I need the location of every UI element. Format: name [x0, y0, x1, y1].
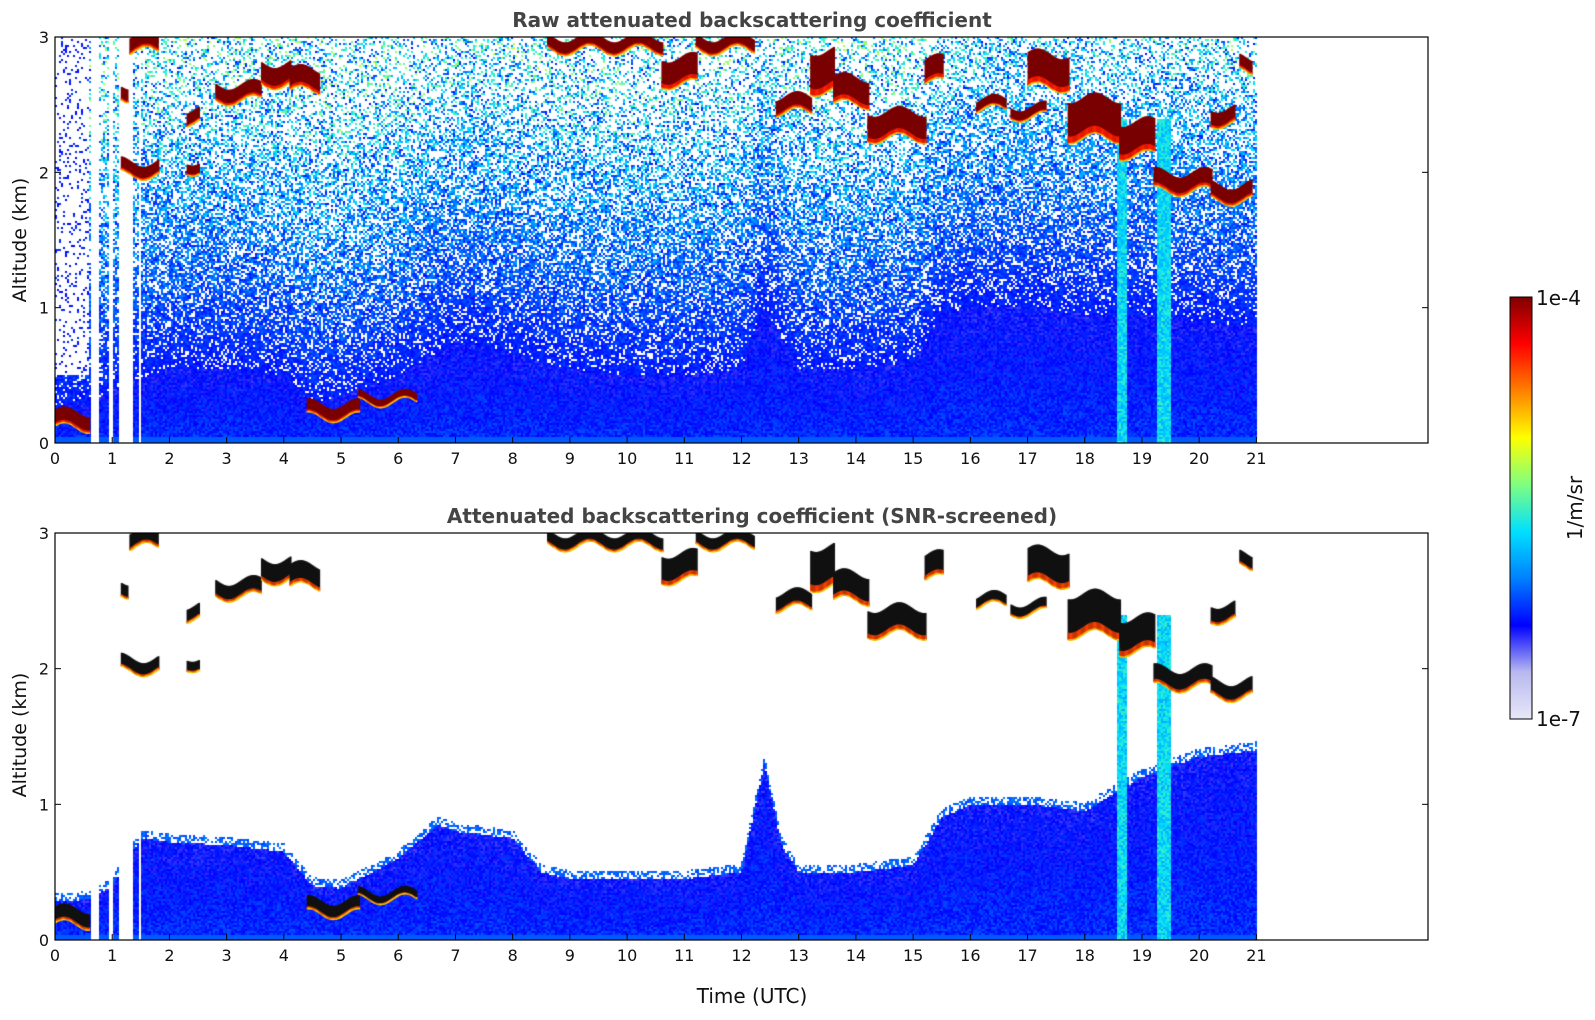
panel-2-x-tick-label: 0 — [50, 946, 60, 965]
panel-2-x-tick-label: 10 — [617, 946, 637, 965]
panel-2-x-tick-label: 17 — [1017, 946, 1037, 965]
panel-1-x-tick-label: 0 — [50, 449, 60, 468]
panel-2-title: Attenuated backscattering coefficient (S… — [447, 504, 1057, 528]
panel-1-x-tick-label: 2 — [164, 449, 174, 468]
panel-1-x-tick-label: 3 — [222, 449, 232, 468]
panel-1-x-tick-label: 7 — [450, 449, 460, 468]
panel-1-y-tick-label: 2 — [39, 163, 49, 182]
panel-2-x-tick-label: 18 — [1075, 946, 1095, 965]
panel-1-x-tick-label: 20 — [1189, 449, 1209, 468]
panel-2-x-tick-label: 15 — [903, 946, 923, 965]
panel-2-x-tick-label: 16 — [960, 946, 980, 965]
panel-2-x-tick-label: 4 — [279, 946, 289, 965]
panel-1-x-tick-label: 21 — [1246, 449, 1266, 468]
panel-2-x-tick-label: 12 — [731, 946, 751, 965]
panel-1-x-tick-label: 6 — [393, 449, 403, 468]
colorbar — [1509, 296, 1533, 720]
panel-2-x-tick-label: 3 — [222, 946, 232, 965]
panel-1-x-tick-label: 1 — [107, 449, 117, 468]
panel-2-x-tick-label: 1 — [107, 946, 117, 965]
x-axis-label: Time (UTC) — [696, 984, 808, 1008]
panel-1-x-tick-label: 15 — [903, 449, 923, 468]
panel-2-x-tick-label: 13 — [789, 946, 809, 965]
panel-1-x-tick-label: 9 — [565, 449, 575, 468]
panel-1-y-tick-label: 1 — [39, 299, 49, 318]
panel-2-x-tick-label: 8 — [508, 946, 518, 965]
panel-1-y-axis-label: Altitude (km) — [9, 178, 31, 303]
panel-2-x-tick-label: 19 — [1132, 946, 1152, 965]
panel-1-x-tick-label: 19 — [1132, 449, 1152, 468]
panel-1-heatmap — [55, 37, 1428, 443]
panel-1-title: Raw attenuated backscattering coefficien… — [512, 8, 992, 32]
panel-2-x-tick-label: 14 — [846, 946, 866, 965]
colorbar-min-label: 1e-7 — [1536, 707, 1581, 731]
panel-1-x-tick-label: 5 — [336, 449, 346, 468]
panel-2-y-tick-label: 3 — [39, 524, 49, 543]
panel-1-x-tick-label: 17 — [1017, 449, 1037, 468]
panel-2-x-tick-label: 11 — [674, 946, 694, 965]
panel-2-x-tick-label: 20 — [1189, 946, 1209, 965]
panel-2-x-tick-label: 6 — [393, 946, 403, 965]
panel-1-x-tick-label: 10 — [617, 449, 637, 468]
panel-1-x-tick-label: 8 — [508, 449, 518, 468]
panel-1-x-tick-label: 18 — [1075, 449, 1095, 468]
panel-2-x-tick-label: 2 — [164, 946, 174, 965]
panel-2-x-tick-label: 5 — [336, 946, 346, 965]
panel-2-heatmap — [55, 533, 1428, 940]
panel-1-y-tick-label: 3 — [39, 28, 49, 47]
panel-1-x-tick-label: 11 — [674, 449, 694, 468]
panel-1-x-tick-label: 13 — [789, 449, 809, 468]
panel-1-y-tick-label: 0 — [39, 434, 49, 453]
panel-1-x-tick-label: 4 — [279, 449, 289, 468]
panel-2-x-tick-label: 21 — [1246, 946, 1266, 965]
panel-2-x-tick-label: 7 — [450, 946, 460, 965]
panel-2-y-axis-label: Altitude (km) — [9, 673, 31, 798]
panel-1-x-tick-label: 14 — [846, 449, 866, 468]
colorbar-max-label: 1e-4 — [1536, 286, 1581, 310]
panel-2-x-tick-label: 9 — [565, 946, 575, 965]
panel-2-y-tick-label: 1 — [39, 795, 49, 814]
panel-1-x-tick-label: 12 — [731, 449, 751, 468]
panel-1-x-tick-label: 16 — [960, 449, 980, 468]
panel-2-y-tick-label: 2 — [39, 660, 49, 679]
panel-2-y-tick-label: 0 — [39, 931, 49, 950]
colorbar-unit-label: 1/m/sr — [1563, 475, 1587, 540]
